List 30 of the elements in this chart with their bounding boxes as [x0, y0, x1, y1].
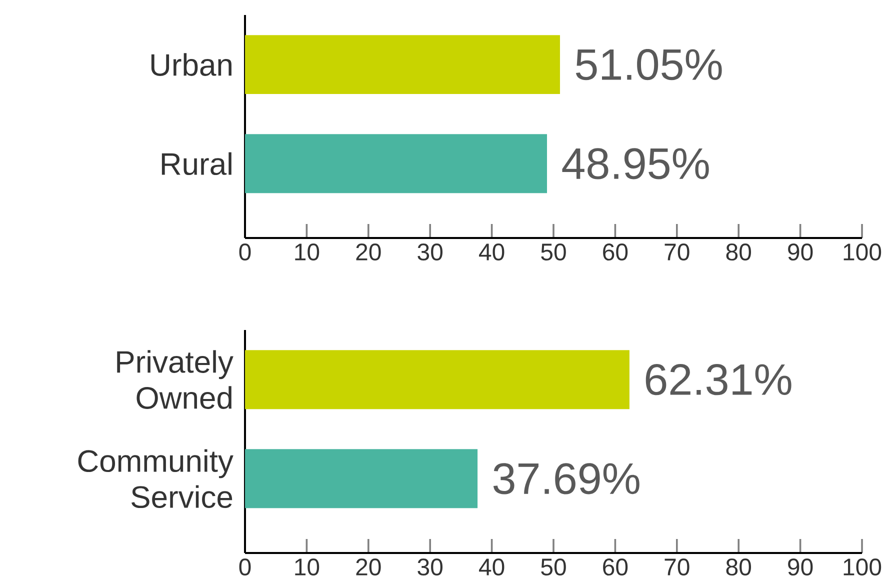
- y-tick-label: Rural: [162, 152, 232, 176]
- x-tick-label: 30: [418, 244, 443, 261]
- x-tick-label: 0: [239, 244, 251, 261]
- x-tick-label: 20: [356, 244, 381, 261]
- x-tick-label: 90: [788, 558, 813, 576]
- x-tick-label: 10: [295, 558, 320, 576]
- data-label: 48.95%: [562, 148, 709, 180]
- x-tick-label: 10: [295, 244, 320, 261]
- x-tick-label: 60: [603, 244, 628, 261]
- x-tick-label: 100: [844, 558, 882, 576]
- x-tick-label: 50: [541, 244, 566, 261]
- x-tick-label: 100: [844, 244, 882, 261]
- x-tick-label: 30: [418, 558, 443, 576]
- data-label: 37.69%: [493, 463, 640, 494]
- y-tick-label: Urban: [151, 53, 232, 76]
- x-tick-label: 90: [788, 244, 813, 261]
- x-tick-label: 40: [479, 558, 504, 576]
- y-tick-label: Community Service: [78, 449, 234, 508]
- x-tick-label: 50: [541, 558, 566, 576]
- x-tick-label: 20: [356, 558, 381, 576]
- x-tick-label: 70: [664, 244, 690, 261]
- y-tick-label: Privately Owned: [117, 350, 234, 409]
- x-tick-label: 70: [664, 558, 690, 576]
- x-tick-label: 0: [239, 558, 251, 576]
- x-tick-label: 60: [603, 558, 628, 576]
- x-tick-label: 80: [726, 244, 752, 261]
- data-label: 62.31%: [646, 364, 792, 396]
- x-tick-label: 40: [479, 244, 504, 261]
- x-tick-label: 80: [726, 558, 752, 576]
- data-label: 51.05%: [576, 48, 722, 80]
